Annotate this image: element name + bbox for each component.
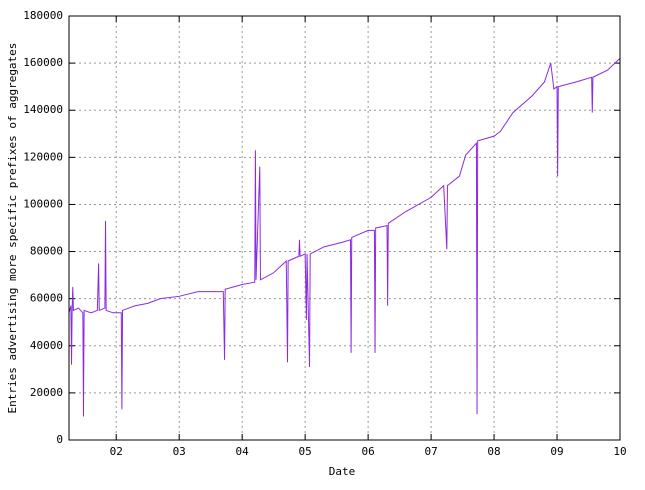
y-tick-label: 100000 — [23, 197, 63, 210]
y-tick-label: 0 — [56, 433, 63, 446]
x-tick-label: 10 — [613, 445, 626, 458]
y-tick-label: 20000 — [30, 386, 63, 399]
y-tick-label: 60000 — [30, 292, 63, 305]
data-line — [68, 58, 621, 417]
x-tick-label: 03 — [173, 445, 186, 458]
x-tick-label: 05 — [299, 445, 312, 458]
x-tick-label: 07 — [424, 445, 437, 458]
x-tick-label: 06 — [361, 445, 374, 458]
y-tick-label: 40000 — [30, 339, 63, 352]
y-tick-label: 180000 — [23, 9, 63, 22]
x-tick-label: 09 — [550, 445, 563, 458]
x-tick-label: 04 — [236, 445, 250, 458]
y-tick-label: 160000 — [23, 56, 63, 69]
x-axis-label: Date — [329, 465, 356, 478]
plot-border — [68, 15, 621, 441]
y-tick-label: 140000 — [23, 103, 63, 116]
y-tick-label: 120000 — [23, 150, 63, 163]
y-tick-label: 80000 — [30, 245, 63, 258]
y-axis-label: Entries advertising more specific prefix… — [6, 43, 19, 414]
x-tick-label: 02 — [110, 445, 123, 458]
x-tick-label: 08 — [487, 445, 500, 458]
